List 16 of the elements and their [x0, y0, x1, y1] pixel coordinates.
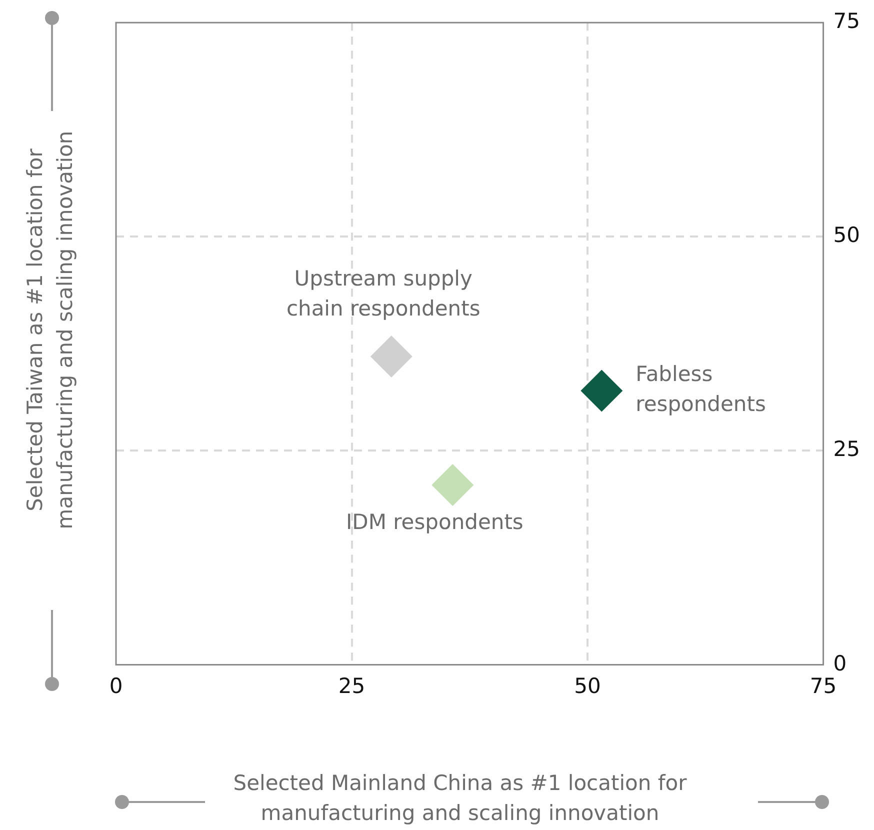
y-tick-label: 75 [833, 9, 860, 34]
text: Upstream supply chain respondents [286, 266, 480, 320]
point [370, 336, 412, 378]
point [432, 464, 474, 506]
y-tick-label: 50 [833, 223, 860, 248]
y-axis-title: Selected Taiwan as #1 location for manufacturing and scaling innovation [22, 130, 78, 532]
point [580, 370, 623, 412]
x-tick-label: 0 [109, 674, 123, 698]
x-tick-label: 25 [338, 674, 366, 698]
x-tick-label: 50 [574, 674, 601, 698]
x-axis-title: Selected Mainland China as #1 location for manufacturing and scaling innovation [232, 770, 688, 827]
x-tick-label: 75 [810, 674, 837, 698]
series-label: Fabless respondents [636, 362, 766, 416]
series-label: IDM respondents [346, 510, 524, 534]
y-tick-label: 25 [833, 437, 860, 462]
y-tick-label: 0 [833, 651, 847, 676]
